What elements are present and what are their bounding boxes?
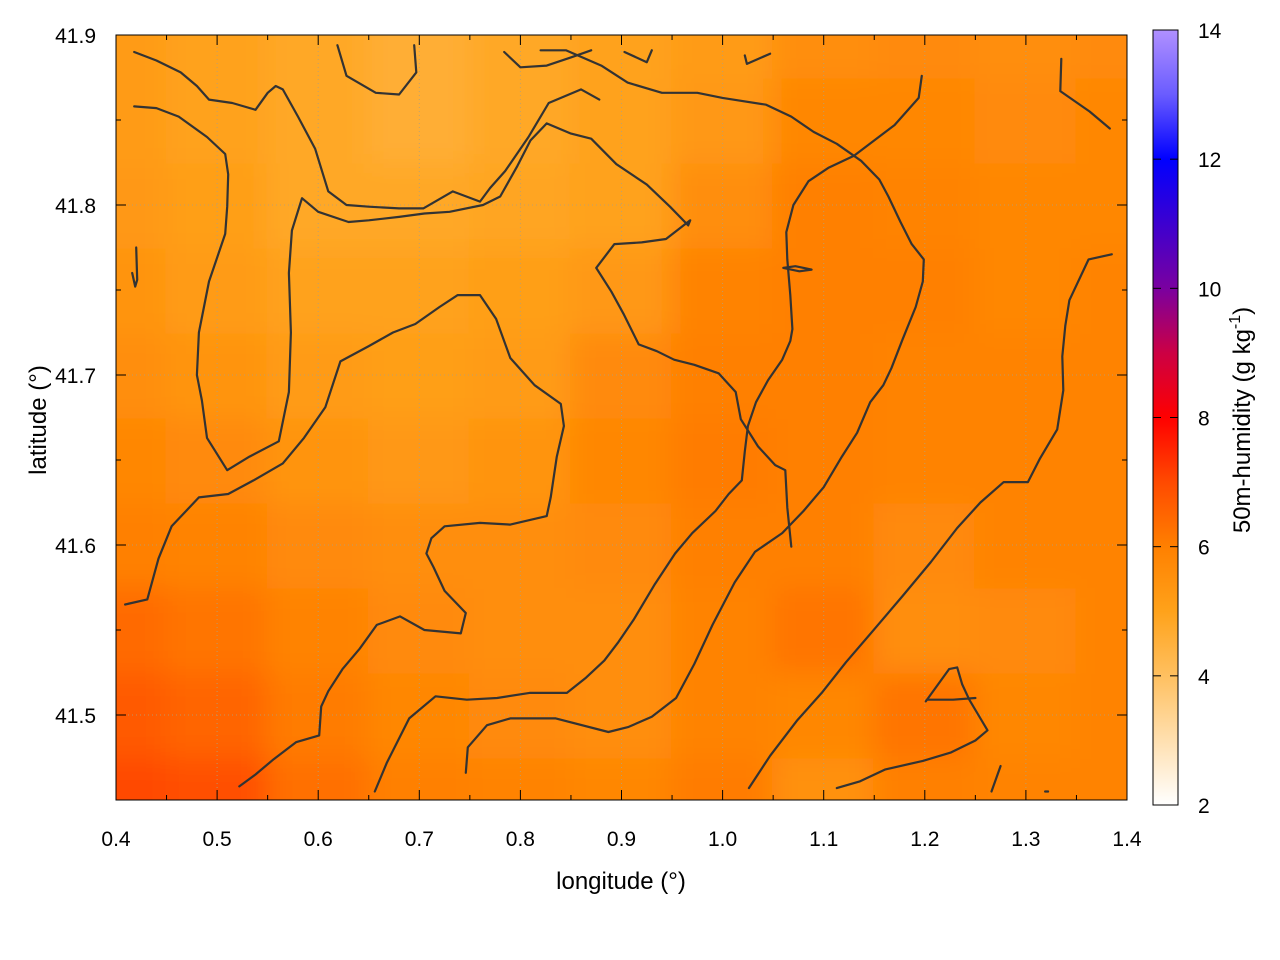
y-tick-label: 41.5 <box>55 705 96 728</box>
colorbar-tick-label: 2 <box>1198 795 1210 818</box>
y-tick-label: 41.7 <box>55 365 96 388</box>
colorbar-tick-label: 6 <box>1198 537 1210 560</box>
x-tick-label: 0.8 <box>506 828 535 851</box>
colorbar-label: 50m-humidity (g kg-1) <box>1227 307 1256 533</box>
colorbar-tick-label: 12 <box>1198 149 1221 172</box>
x-axis-label: longitude (°) <box>556 868 686 895</box>
colorbar: 2 4 6 8 10 12 14 50m-humidity (g kg-1) <box>1153 20 1256 818</box>
y-tick-label: 41.9 <box>55 25 96 48</box>
colorbar-label-superscript: -1 <box>1227 315 1244 329</box>
x-tick-label: 1.0 <box>708 828 737 851</box>
colorbar-tick-label: 14 <box>1198 20 1222 43</box>
x-tick-label: 1.3 <box>1011 828 1040 851</box>
x-tick-label: 0.9 <box>607 828 636 851</box>
plot-area: 0.4 0.5 0.6 0.7 0.8 0.9 1.0 1.1 1.2 1.3 1.4 41.5 41… <box>55 0 1178 851</box>
x-tick-label: 0.7 <box>405 828 434 851</box>
x-tick-label: 1.1 <box>809 828 838 851</box>
colorbar-tick-label: 4 <box>1198 666 1210 689</box>
x-tick-label: 0.4 <box>101 828 131 851</box>
heatmap-field <box>64 0 1178 844</box>
colorbar-label-main: 50m-humidity (g kg <box>1229 329 1256 533</box>
heatmap-cell-group <box>64 0 1178 844</box>
colorbar-tick-label: 10 <box>1198 278 1221 301</box>
colorbar-label-suffix: ) <box>1229 307 1256 315</box>
y-tick-label: 41.6 <box>55 535 96 558</box>
x-tick-label: 0.6 <box>304 828 333 851</box>
x-tick-label: 1.2 <box>910 828 939 851</box>
y-axis-label: latitude (°) <box>25 365 52 475</box>
x-tick-label: 1.4 <box>1112 828 1142 851</box>
x-tick-label: 0.5 <box>202 828 231 851</box>
colorbar-tick-label: 8 <box>1198 408 1210 431</box>
y-tick-label: 41.8 <box>55 195 96 218</box>
